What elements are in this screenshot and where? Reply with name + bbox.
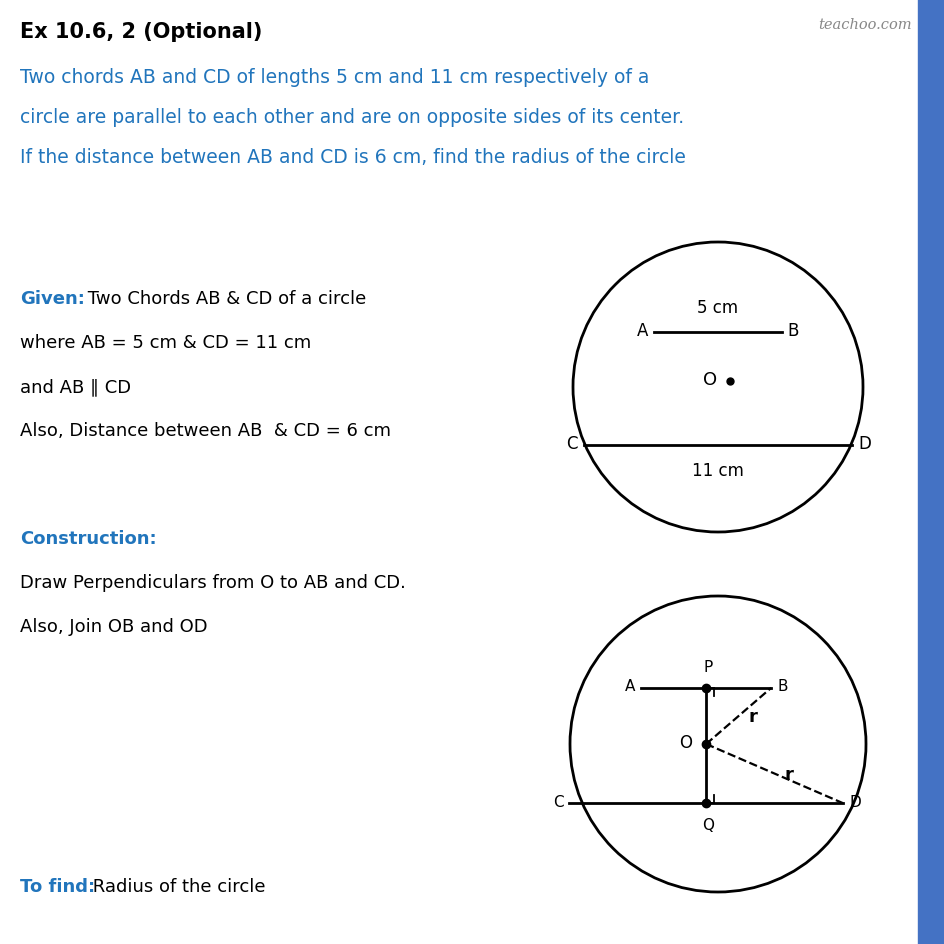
Text: O: O (679, 733, 691, 751)
Text: 11 cm: 11 cm (691, 462, 743, 480)
Text: O: O (702, 371, 716, 389)
Text: Construction:: Construction: (20, 530, 157, 548)
Text: A: A (636, 322, 648, 340)
Text: D: D (848, 794, 860, 809)
Text: Ex 10.6, 2 (Optional): Ex 10.6, 2 (Optional) (20, 22, 262, 42)
Text: Also, Join OB and OD: Also, Join OB and OD (20, 617, 208, 635)
Text: Also, Distance between AB  & CD = 6 cm: Also, Distance between AB & CD = 6 cm (20, 422, 391, 440)
Text: Given:: Given: (20, 290, 85, 308)
Text: Two chords AB and CD of lengths 5 cm and 11 cm respectively of a: Two chords AB and CD of lengths 5 cm and… (20, 68, 649, 87)
Text: C: C (565, 434, 578, 452)
Text: Q: Q (701, 818, 714, 833)
Text: 5 cm: 5 cm (697, 298, 738, 316)
Text: C: C (552, 794, 563, 809)
Text: Draw Perpendiculars from O to AB and CD.: Draw Perpendiculars from O to AB and CD. (20, 573, 405, 591)
Text: Two Chords AB & CD of a circle: Two Chords AB & CD of a circle (82, 290, 366, 308)
Text: Radius of the circle: Radius of the circle (87, 877, 265, 895)
Text: B: B (777, 679, 787, 694)
Text: r: r (748, 707, 757, 725)
Text: B: B (787, 322, 799, 340)
Text: where AB = 5 cm & CD = 11 cm: where AB = 5 cm & CD = 11 cm (20, 333, 311, 351)
Bar (917, 0, 944, 944)
Text: If the distance between AB and CD is 6 cm, find the radius of the circle: If the distance between AB and CD is 6 c… (20, 148, 685, 167)
Text: P: P (702, 659, 712, 674)
Text: r: r (784, 765, 793, 783)
Text: circle are parallel to each other and are on opposite sides of its center.: circle are parallel to each other and ar… (20, 108, 683, 126)
Text: A: A (624, 679, 634, 694)
Text: teachoo.com: teachoo.com (818, 18, 911, 32)
Text: D: D (857, 434, 870, 452)
Text: and AB ∥ CD: and AB ∥ CD (20, 378, 131, 396)
Text: To find:: To find: (20, 877, 95, 895)
